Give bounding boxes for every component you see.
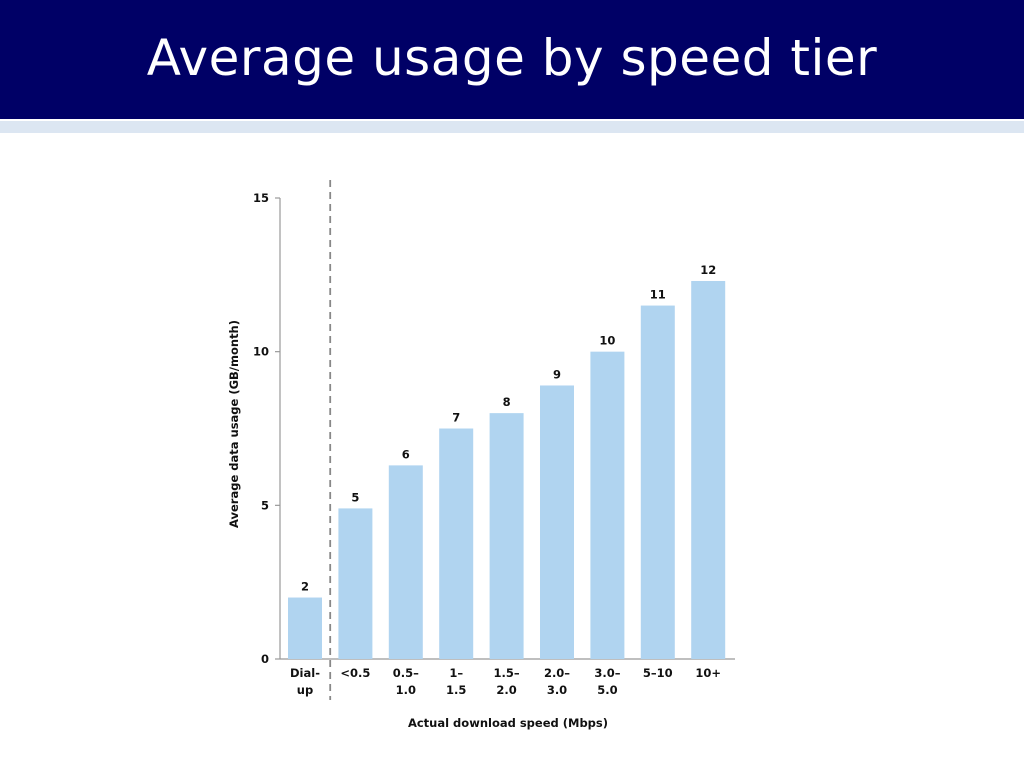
bar (640, 305, 675, 659)
category-label: up (297, 683, 313, 697)
data-label: 8 (503, 395, 511, 409)
y-tick-label: 15 (253, 191, 269, 205)
category-label: 5–10 (643, 666, 673, 680)
category-label: 1– (449, 666, 463, 680)
bar (590, 351, 625, 659)
y-axis-label: Average data usage (GB/month) (227, 320, 241, 528)
data-label: 10 (599, 334, 615, 348)
accent-stripe (0, 121, 1024, 133)
bar (288, 597, 322, 659)
category-label: 0.5– (393, 666, 419, 680)
data-label: 9 (553, 367, 561, 381)
bar (338, 508, 373, 659)
data-label: 11 (650, 288, 666, 302)
category-labels: Dial-up <0.5 0.5– 1.0 1– 1.5 1.5– 2.0 2.0– 3.0 3.0… (290, 666, 721, 697)
category-label: 2.0 (496, 683, 516, 697)
category-label: 5.0 (597, 683, 617, 697)
bar (691, 280, 726, 659)
category-label: 3.0– (594, 666, 620, 680)
data-label: 5 (351, 490, 359, 504)
title-bar: Average usage by speed tier (0, 0, 1024, 119)
category-label: <0.5 (340, 666, 370, 680)
bar (439, 428, 474, 659)
y-tick-label: 0 (261, 652, 269, 666)
data-label: 6 (402, 447, 410, 461)
category-label: 1.5– (494, 666, 520, 680)
data-labels: 2 5 6 7 8 9 10 11 12 (301, 263, 716, 594)
bars (288, 280, 726, 659)
bar (540, 385, 574, 659)
data-label: 2 (301, 580, 309, 594)
category-label: 3.0 (547, 683, 567, 697)
category-label: 10+ (695, 666, 721, 680)
bar (388, 465, 423, 659)
data-label: 12 (700, 263, 716, 277)
category-label: Dial- (290, 666, 320, 680)
slide-title: Average usage by speed tier (146, 28, 878, 87)
data-label: 7 (452, 411, 460, 425)
x-axis-label: Actual download speed (Mbps) (408, 716, 608, 730)
y-tick-label: 10 (253, 345, 269, 359)
category-label: 1.5 (446, 683, 466, 697)
category-label: 1.0 (396, 683, 416, 697)
bar (489, 413, 524, 659)
y-tick-label: 5 (261, 498, 269, 512)
category-label: 2.0– (544, 666, 570, 680)
y-axis: 0 5 10 15 (253, 191, 281, 666)
